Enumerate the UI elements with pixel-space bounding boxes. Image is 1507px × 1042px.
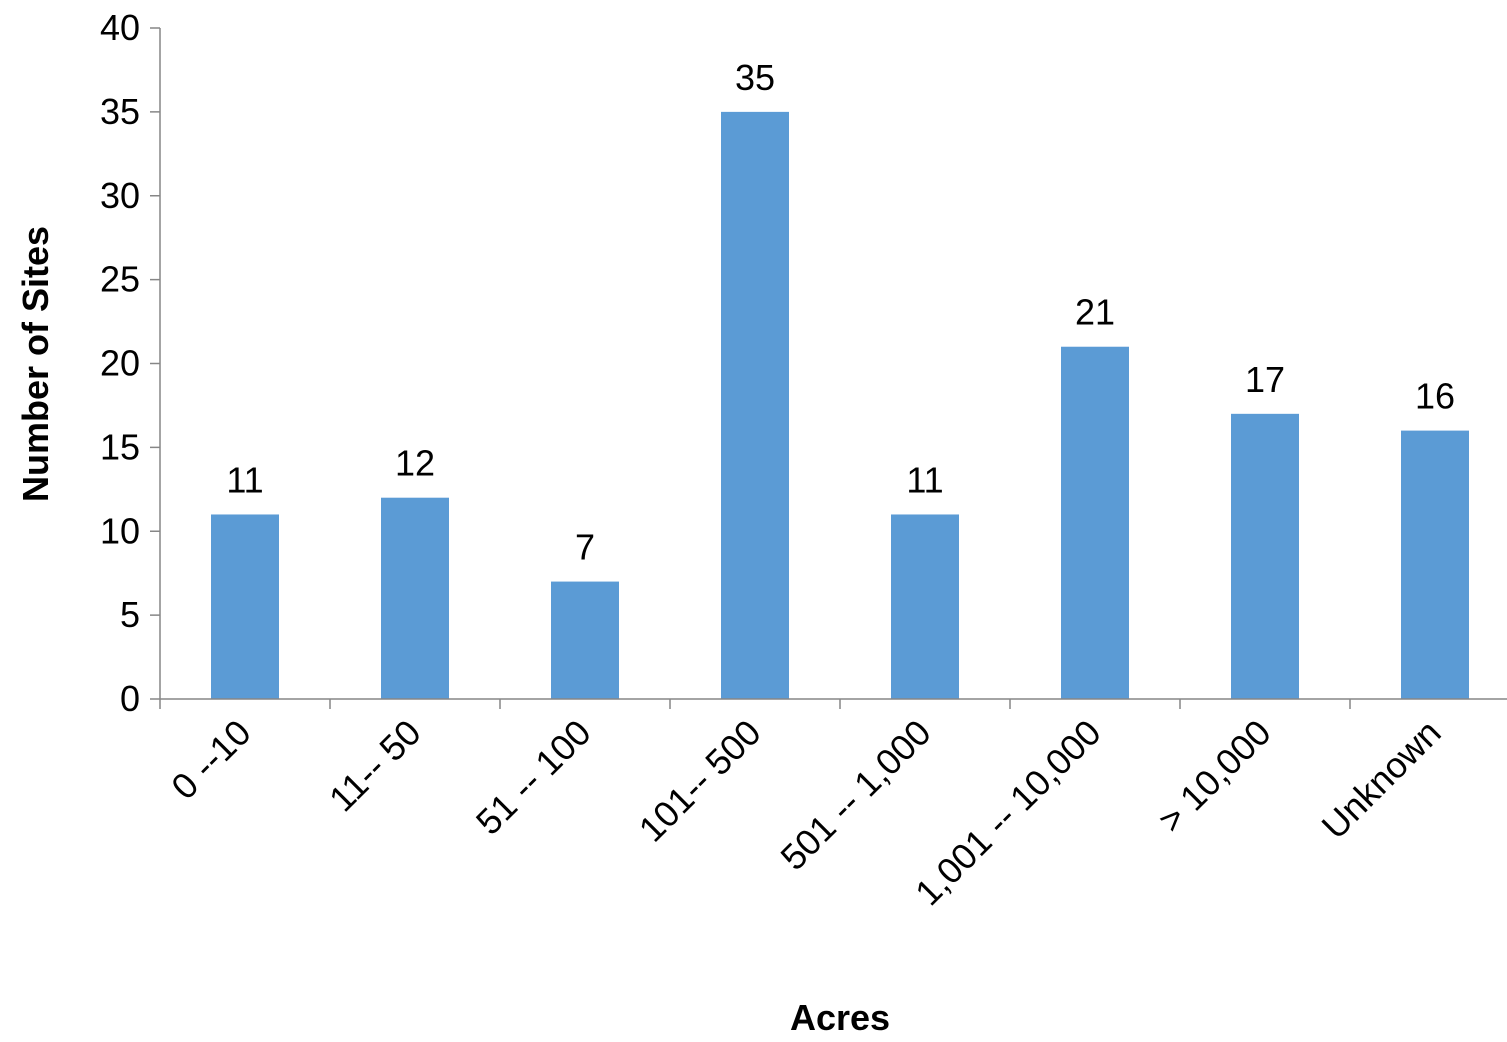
y-tick-label: 30: [100, 175, 140, 216]
data-label: 21: [1075, 292, 1115, 333]
y-tick-label: 5: [120, 594, 140, 635]
x-axis-ticks: [159, 699, 1351, 709]
y-tick-label: 15: [100, 426, 140, 467]
x-axis-title: Acres: [790, 997, 890, 1037]
category-label: 0 --10: [163, 712, 258, 807]
category-label: 501 -- 1,000: [772, 712, 938, 878]
bar: [211, 514, 279, 699]
bar: [721, 111, 789, 699]
data-label: 35: [735, 57, 775, 98]
bar: [891, 514, 959, 699]
y-tick-label: 35: [100, 91, 140, 132]
data-label: 17: [1245, 359, 1285, 400]
data-label: 11: [906, 459, 943, 500]
data-labels: 11 12 7 35 11 21 17 16: [226, 57, 1455, 568]
y-tick-label: 25: [100, 259, 140, 300]
category-label: 101-- 500: [631, 712, 769, 850]
bar: [381, 497, 449, 699]
y-tick-label: 0: [120, 678, 140, 719]
bar: [1231, 413, 1299, 699]
category-label: > 10,000: [1150, 712, 1279, 841]
bar: [1401, 430, 1469, 699]
data-label: 12: [395, 443, 435, 484]
y-tick-label: 40: [100, 7, 140, 48]
data-label: 16: [1415, 376, 1455, 417]
y-axis-title: Number of Sites: [15, 226, 56, 502]
bars: [211, 111, 1469, 699]
data-label: 11: [226, 459, 263, 500]
bar: [551, 581, 619, 699]
category-label: 11-- 50: [321, 712, 429, 820]
bar: [1061, 346, 1129, 699]
y-tick-label: 10: [100, 510, 140, 551]
data-label: 7: [575, 527, 595, 568]
category-label: Unknown: [1314, 712, 1449, 847]
y-axis-ticks: 0 5 10 15 20 25 30 35 40: [100, 7, 160, 719]
category-label: 51 -- 100: [468, 712, 599, 843]
category-labels: 0 --10 11-- 50 51 -- 100 101-- 500 501 -- 1,…: [163, 712, 1448, 914]
y-tick-label: 20: [100, 343, 140, 384]
